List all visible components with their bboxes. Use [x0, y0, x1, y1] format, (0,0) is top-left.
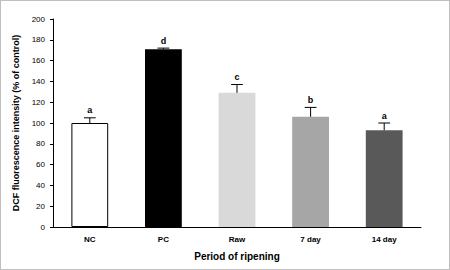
svg-text:60: 60 — [36, 160, 45, 169]
svg-text:7 day: 7 day — [300, 235, 321, 244]
svg-text:PC: PC — [158, 235, 169, 244]
svg-text:180: 180 — [32, 35, 46, 44]
svg-text:200: 200 — [32, 15, 46, 24]
svg-text:a: a — [382, 111, 388, 121]
svg-text:d: d — [161, 36, 167, 46]
svg-text:b: b — [308, 95, 314, 105]
svg-text:Raw: Raw — [229, 235, 246, 244]
svg-text:0: 0 — [41, 223, 46, 232]
svg-text:40: 40 — [36, 181, 45, 190]
svg-text:NC: NC — [84, 235, 96, 244]
svg-text:14 day: 14 day — [372, 235, 397, 244]
svg-text:a: a — [87, 105, 93, 115]
svg-text:100: 100 — [32, 119, 46, 128]
svg-text:160: 160 — [32, 56, 46, 65]
svg-text:80: 80 — [36, 139, 45, 148]
svg-text:20: 20 — [36, 202, 45, 211]
svg-text:120: 120 — [32, 98, 46, 107]
svg-text:Period of ripening: Period of ripening — [194, 251, 280, 262]
svg-text:140: 140 — [32, 77, 46, 86]
svg-text:DCF fluorescence intensity (%: DCF fluorescence intensity (% of control… — [11, 35, 21, 212]
svg-text:c: c — [234, 72, 239, 82]
